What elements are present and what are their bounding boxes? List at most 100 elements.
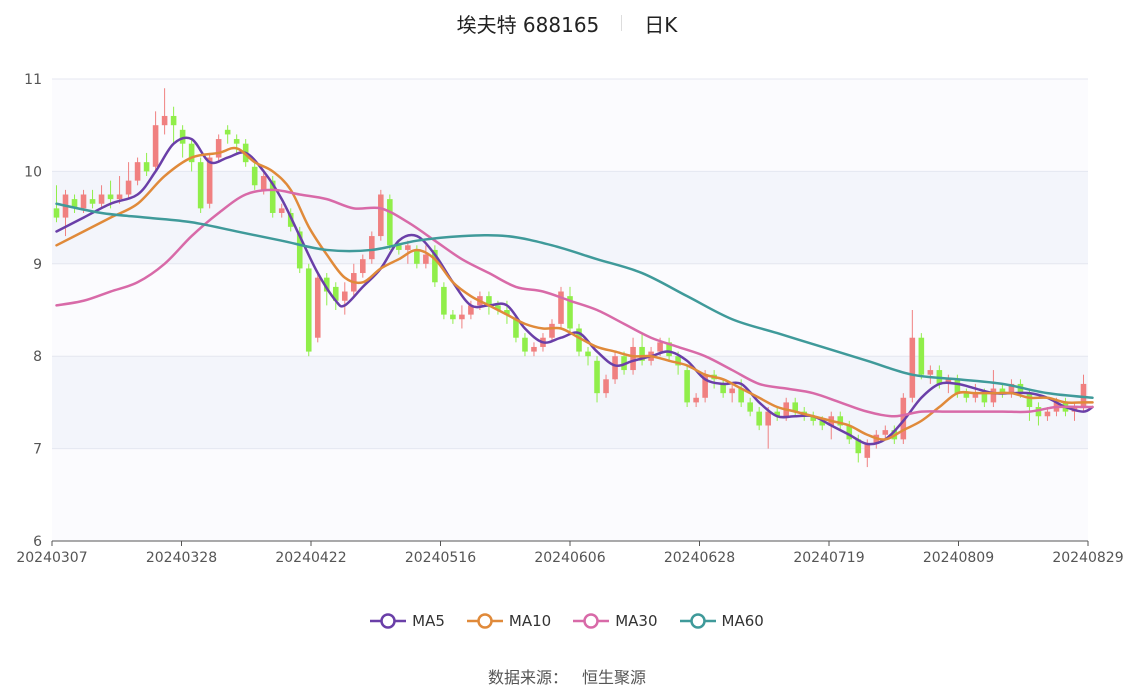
data-source: 数据来源： 恒生聚源 xyxy=(0,664,1134,688)
stock-name: 埃夫特 688165 xyxy=(456,12,600,37)
legend-item-ma30[interactable]: MA30 xyxy=(573,612,658,630)
candle-body xyxy=(945,379,952,384)
candle-body xyxy=(927,370,934,375)
y-tick-label: 10 xyxy=(24,164,42,180)
candle-body xyxy=(612,356,618,380)
x-tick-label: 20240809 xyxy=(923,550,994,566)
grid-band xyxy=(52,448,1088,541)
candle-body xyxy=(504,310,510,315)
candle-body xyxy=(278,208,285,213)
legend-item-ma60[interactable]: MA60 xyxy=(679,612,764,630)
candle-body xyxy=(846,425,853,440)
candle-body xyxy=(53,208,60,218)
legend-ma30-icon xyxy=(573,613,610,629)
legend-label-ma5: MA5 xyxy=(412,612,445,630)
y-tick-label: 7 xyxy=(33,442,42,458)
candle-body xyxy=(819,420,826,426)
candle-body xyxy=(666,342,672,357)
candle-body xyxy=(305,268,312,352)
candle-body xyxy=(657,342,663,352)
candle-body xyxy=(1035,407,1042,417)
candle-body xyxy=(468,305,474,315)
series-line-ma30 xyxy=(55,188,1094,418)
title-divider xyxy=(621,15,623,31)
candle-body xyxy=(80,194,87,209)
candle-body xyxy=(450,314,456,320)
x-tick-label: 20240307 xyxy=(16,550,87,566)
candle-body xyxy=(125,180,132,195)
candle-body xyxy=(71,199,78,209)
candle-body xyxy=(738,388,744,403)
candle-body xyxy=(963,393,970,398)
candle-body xyxy=(522,337,528,352)
grid-band xyxy=(52,79,1088,172)
candle-body xyxy=(756,411,762,426)
candle-body xyxy=(765,411,771,426)
y-tick-label: 8 xyxy=(33,349,42,365)
candle-body xyxy=(233,139,240,144)
candle-body xyxy=(549,323,555,338)
candle-body xyxy=(323,277,330,292)
candle-body xyxy=(729,388,735,394)
candle-body xyxy=(999,388,1006,394)
candle-body xyxy=(98,194,105,204)
candle-body xyxy=(702,374,708,398)
candle-body xyxy=(1008,383,1015,394)
candle-body xyxy=(215,139,222,158)
candle-body xyxy=(720,383,726,394)
candle-body xyxy=(981,393,988,403)
y-tick-label: 11 xyxy=(24,72,42,88)
candle-body xyxy=(792,402,799,412)
candle-body xyxy=(188,143,195,163)
candle-body xyxy=(864,443,871,458)
candle-body xyxy=(585,351,591,357)
candle-body xyxy=(774,411,780,417)
candle-body xyxy=(396,245,402,250)
legend-label-ma30: MA30 xyxy=(615,612,658,630)
candle-body xyxy=(954,379,961,394)
candle-body xyxy=(143,162,150,172)
candle-body xyxy=(837,416,844,426)
candle-body xyxy=(909,337,916,398)
x-tick-label: 20240422 xyxy=(275,550,346,566)
legend-ma60-icon xyxy=(679,613,716,629)
candle-body xyxy=(134,162,141,181)
candle-body xyxy=(432,249,438,283)
legend-label-ma10: MA10 xyxy=(508,612,552,630)
candle-body xyxy=(206,157,213,204)
candle-body xyxy=(513,319,519,338)
candle-body xyxy=(900,397,907,440)
candle-body xyxy=(630,346,636,371)
candle-body xyxy=(161,115,168,126)
candle-body xyxy=(1026,393,1033,408)
candle-body xyxy=(558,291,564,324)
candle-body xyxy=(414,249,420,264)
candle-body xyxy=(495,305,501,310)
x-tick-label: 20240719 xyxy=(793,550,864,566)
candle-body xyxy=(990,388,997,403)
candle-body xyxy=(972,393,979,398)
candle-body xyxy=(675,356,681,366)
candle-body xyxy=(639,346,645,361)
candle-body xyxy=(855,439,862,454)
candle-body xyxy=(269,180,276,213)
legend-item-ma5[interactable]: MA5 xyxy=(370,612,445,630)
legend-item-ma10[interactable]: MA10 xyxy=(466,612,552,630)
candle-body xyxy=(918,337,925,375)
candle-body xyxy=(747,402,753,412)
series-line-ma5 xyxy=(55,136,1094,446)
series-line-ma60 xyxy=(55,202,1094,400)
x-tick-label: 20240606 xyxy=(534,550,605,566)
candle-body xyxy=(594,360,600,394)
candle-body xyxy=(567,296,573,329)
legend: MA5 MA10 MA30 MA60 xyxy=(0,612,1134,630)
source-label: 数据来源： xyxy=(487,668,568,687)
candle-body xyxy=(107,194,114,200)
candle-body xyxy=(341,291,348,301)
candle-body xyxy=(116,194,123,200)
source-name: 恒生聚源 xyxy=(582,668,647,687)
x-tick-label: 20240328 xyxy=(146,550,217,566)
candle-body xyxy=(360,259,366,274)
candle-body xyxy=(170,115,177,126)
candle-body xyxy=(378,194,384,237)
